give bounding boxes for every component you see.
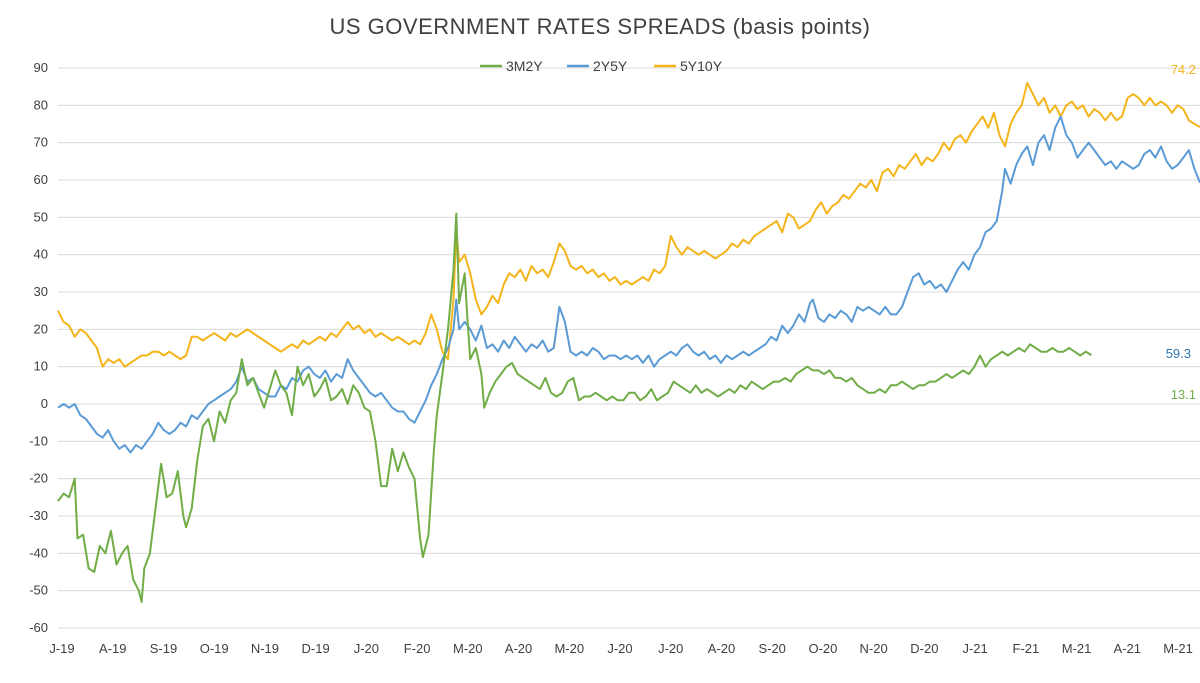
y-tick-label: 80 xyxy=(34,97,48,112)
x-tick-label: J-21 xyxy=(962,641,987,656)
y-tick-label: 0 xyxy=(41,396,48,411)
legend-label-2y5y: 2Y5Y xyxy=(593,58,628,74)
end-label-2y5y: 59.3 xyxy=(1166,346,1191,361)
x-tick-label: J-20 xyxy=(607,641,632,656)
x-tick-label: M-21 xyxy=(1062,641,1092,656)
x-tick-label: O-19 xyxy=(200,641,229,656)
chart-title: US GOVERNMENT RATES SPREADS (basis point… xyxy=(330,14,871,39)
x-tick-label: N-19 xyxy=(251,641,279,656)
y-tick-label: 20 xyxy=(34,321,48,336)
legend: 3M2Y 2Y5Y 5Y10Y xyxy=(480,58,723,74)
x-tick-label: S-19 xyxy=(150,641,177,656)
series-lines xyxy=(57,81,1200,603)
y-tick-label: 70 xyxy=(34,135,48,150)
x-tick-label: M-21 xyxy=(1163,641,1193,656)
x-tick-label: S-20 xyxy=(758,641,785,656)
series-line-2y5y xyxy=(57,115,1200,454)
x-tick-label: M-20 xyxy=(554,641,584,656)
series-line-5y10y xyxy=(57,81,1200,368)
x-tick-label: F-21 xyxy=(1012,641,1039,656)
x-tick-label: D-19 xyxy=(302,641,330,656)
y-tick-label: 40 xyxy=(34,247,48,262)
y-tick-label: 30 xyxy=(34,284,48,299)
x-tick-label: J-20 xyxy=(354,641,379,656)
x-tick-label: A-19 xyxy=(99,641,126,656)
y-tick-label: 60 xyxy=(34,172,48,187)
x-tick-label: A-20 xyxy=(708,641,735,656)
legend-label-3m2y: 3M2Y xyxy=(506,58,543,74)
x-tick-label: A-21 xyxy=(1114,641,1141,656)
y-tick-label: -30 xyxy=(29,508,48,523)
end-label-3m2y: 13.1 xyxy=(1171,387,1196,402)
grid-lines xyxy=(58,67,1200,629)
legend-label-5y10y: 5Y10Y xyxy=(680,58,723,74)
x-tick-label: O-20 xyxy=(808,641,837,656)
x-axis-ticks: J-19 A-19 S-19 O-19 N-19 D-19 J-20 F-20 M-20 A-20… xyxy=(49,641,1192,656)
x-tick-label: F-20 xyxy=(404,641,431,656)
y-tick-label: -20 xyxy=(29,471,48,486)
y-tick-label: -50 xyxy=(29,583,48,598)
x-tick-label: J-19 xyxy=(49,641,74,656)
x-tick-label: A-20 xyxy=(505,641,532,656)
y-tick-label: 90 xyxy=(34,60,48,75)
y-tick-label: -40 xyxy=(29,545,48,560)
end-label-5y10y: 74.2 xyxy=(1171,62,1196,77)
y-tick-label: -10 xyxy=(29,433,48,448)
x-tick-label: M-20 xyxy=(453,641,483,656)
end-labels: 13.1 59.3 74.2 xyxy=(1166,62,1196,402)
x-tick-label: N-20 xyxy=(860,641,888,656)
x-tick-label: J-20 xyxy=(658,641,683,656)
y-tick-label: -60 xyxy=(29,620,48,635)
series-line-3m2y xyxy=(57,212,1092,603)
y-axis-ticks: 90 80 70 60 50 40 30 20 10 0 -10 -20 -30 -40 -50 -60 xyxy=(29,60,48,635)
x-tick-label: D-20 xyxy=(910,641,938,656)
y-tick-label: 10 xyxy=(34,359,48,374)
y-tick-label: 50 xyxy=(34,209,48,224)
